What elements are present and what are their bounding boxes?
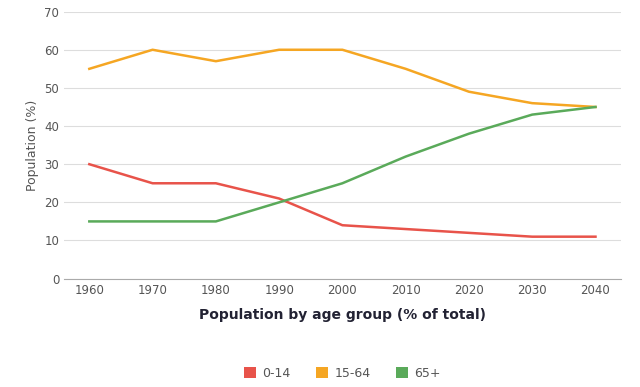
- Y-axis label: Population (%): Population (%): [26, 99, 38, 191]
- Legend: 0-14, 15-64, 65+: 0-14, 15-64, 65+: [239, 361, 446, 385]
- X-axis label: Population by age group (% of total): Population by age group (% of total): [199, 308, 486, 322]
